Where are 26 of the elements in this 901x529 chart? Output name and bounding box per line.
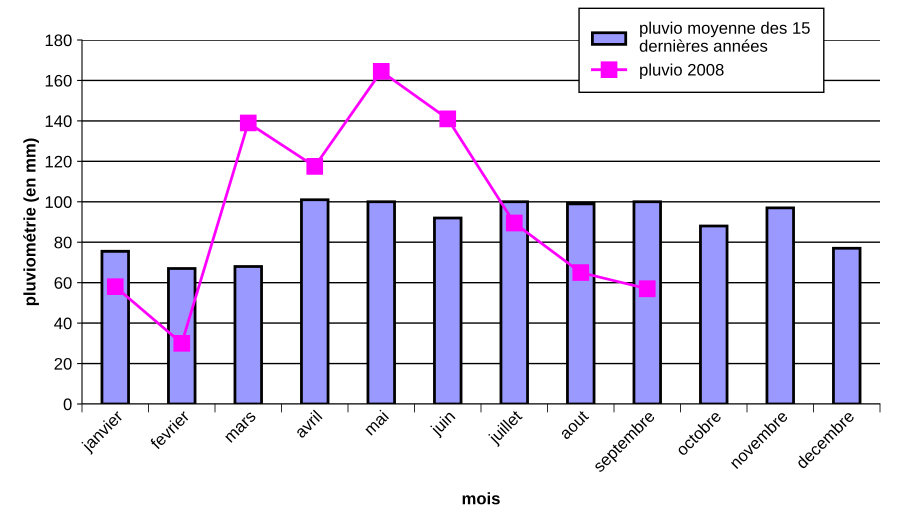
x-axis-title: mois [462, 492, 500, 504]
x-tick-label: aout [559, 410, 590, 440]
point [638, 280, 656, 298]
y-tick-label: 160 [46, 74, 72, 87]
y-tick-label: 40 [54, 318, 72, 330]
x-tick-label: mai [363, 410, 390, 436]
point [439, 110, 456, 128]
y-tick-label: 60 [54, 277, 72, 289]
y-tick-label: 120 [46, 156, 72, 168]
y-tick-label: 140 [46, 115, 72, 128]
point [106, 278, 124, 296]
x-tick-label: juin [429, 410, 458, 438]
point [506, 214, 523, 232]
point [240, 114, 257, 132]
y-tick-label: 100 [46, 196, 72, 208]
point [306, 158, 324, 175]
y-tick-label: 20 [54, 358, 72, 370]
point [173, 335, 190, 352]
point [372, 63, 390, 80]
y-tick-label: 80 [54, 236, 72, 248]
y-tick-label: 0 [64, 398, 72, 410]
legend-label: pluvio moyenne des 15 dernières années [640, 22, 810, 52]
legend-label: pluvio 2008 [640, 63, 724, 79]
y-tick-label: 180 [46, 34, 72, 46]
y-axis-title: pluviométrie (en mm) [23, 138, 39, 306]
point [572, 264, 590, 281]
